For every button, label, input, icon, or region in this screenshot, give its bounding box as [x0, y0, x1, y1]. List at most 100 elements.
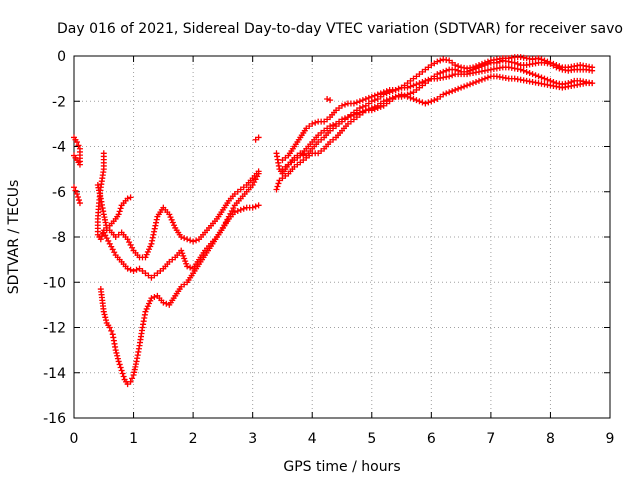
- data-point: [437, 57, 444, 64]
- data-point: [589, 80, 596, 87]
- data-point: [112, 347, 119, 354]
- data-point: [114, 352, 121, 359]
- data-point: [97, 236, 104, 243]
- data-point: [359, 97, 366, 104]
- data-point: [553, 64, 560, 71]
- data-point: [153, 216, 160, 223]
- data-point: [401, 92, 408, 99]
- data-point: [410, 82, 417, 89]
- data-point: [184, 236, 191, 243]
- x-tick-label: 4: [308, 431, 317, 447]
- x-tick-label: 6: [427, 431, 436, 447]
- data-point: [149, 234, 156, 241]
- data-point: [108, 327, 115, 334]
- data-point: [106, 324, 113, 331]
- data-point: [274, 183, 281, 190]
- data-point: [115, 211, 122, 218]
- series-trace-7: [252, 134, 262, 143]
- data-point: [178, 234, 185, 240]
- y-tick-label: -14: [43, 366, 66, 382]
- data-point: [73, 191, 80, 198]
- data-point: [152, 222, 159, 229]
- data-point: [475, 77, 482, 84]
- x-tick-label: 7: [486, 431, 495, 447]
- data-point: [529, 71, 536, 78]
- data-point: [163, 300, 170, 307]
- data-point: [150, 231, 157, 238]
- data-point: [374, 105, 381, 112]
- data-point: [275, 180, 282, 187]
- data-point: [255, 202, 262, 209]
- data-point: [75, 142, 82, 149]
- data-point: [380, 89, 387, 96]
- data-point: [428, 98, 435, 105]
- data-point: [120, 373, 127, 380]
- data-point: [404, 93, 411, 100]
- data-point: [523, 68, 530, 75]
- data-point: [327, 97, 334, 104]
- x-tick-label: 3: [248, 431, 257, 447]
- data-point: [461, 83, 468, 90]
- y-tick-label: -10: [43, 275, 66, 291]
- data-point: [100, 308, 107, 315]
- data-point: [237, 206, 244, 213]
- data-point: [341, 115, 348, 122]
- x-tick-label: 0: [70, 431, 79, 447]
- data-point: [413, 81, 420, 88]
- series-trace-12: [324, 95, 334, 104]
- data-point: [71, 152, 77, 159]
- data-point: [98, 233, 105, 240]
- data-point: [153, 219, 160, 226]
- data-point: [130, 267, 137, 274]
- data-point: [151, 225, 158, 232]
- data-point: [151, 293, 158, 300]
- data-point: [148, 295, 155, 302]
- data-point: [410, 95, 417, 102]
- data-point: [339, 116, 345, 123]
- data-point: [118, 367, 125, 374]
- data-point: [371, 106, 378, 113]
- data-point: [359, 108, 366, 115]
- data-point: [478, 63, 485, 70]
- data-point: [187, 237, 194, 244]
- data-point: [478, 76, 485, 83]
- data-point: [74, 194, 81, 201]
- data-point: [168, 216, 175, 223]
- data-point: [133, 266, 140, 273]
- x-tick-label: 1: [129, 431, 138, 447]
- data-point: [114, 355, 121, 362]
- data-point: [437, 69, 444, 76]
- data-point: [452, 86, 459, 93]
- data-point: [407, 94, 414, 101]
- data-point: [146, 300, 153, 307]
- data-point: [167, 214, 174, 221]
- data-point: [143, 305, 150, 312]
- data-point: [240, 205, 247, 212]
- data-point: [422, 100, 429, 107]
- data-point: [101, 311, 108, 318]
- data-point: [148, 240, 155, 247]
- series-trace-4: [94, 150, 262, 261]
- data-point: [371, 92, 378, 99]
- data-point: [142, 254, 149, 261]
- data-point: [419, 99, 426, 106]
- data-point: [166, 211, 173, 218]
- data-point: [589, 67, 596, 74]
- y-tick-label: -8: [52, 230, 66, 246]
- data-point: [193, 237, 200, 244]
- data-point: [532, 72, 539, 79]
- data-point: [127, 266, 134, 273]
- series-trace-8: [273, 54, 596, 177]
- data-point: [368, 93, 375, 100]
- data-point: [324, 95, 331, 102]
- data-point: [115, 358, 122, 365]
- data-point: [481, 75, 488, 82]
- y-axis-label: SDTVAR / TECUs: [6, 180, 22, 295]
- data-point: [347, 112, 354, 119]
- data-point: [252, 203, 259, 210]
- data-point: [535, 73, 542, 80]
- data-point: [119, 370, 126, 377]
- y-tick-label: -6: [52, 185, 66, 201]
- data-point: [434, 58, 441, 65]
